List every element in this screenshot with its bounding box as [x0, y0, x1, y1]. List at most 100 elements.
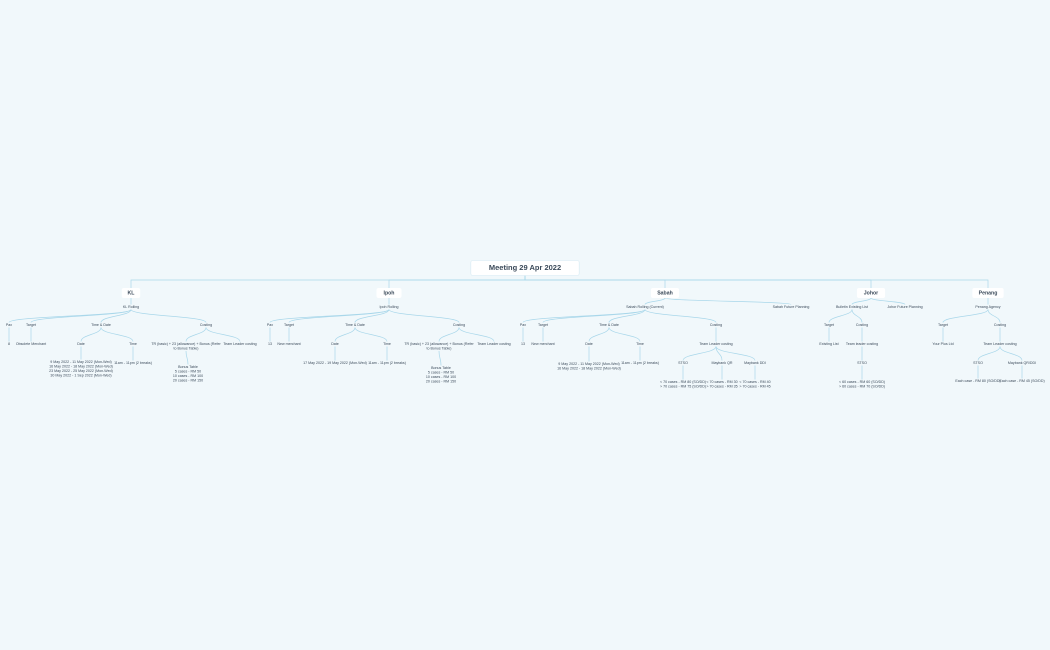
connector — [682, 346, 717, 361]
topic-text: TR (basic) + 23 (allowance) + Bonus (Ref… — [151, 342, 221, 346]
sub-topic: Date — [331, 342, 339, 346]
topic-text: Sabah — [657, 290, 673, 296]
sub-topic: Target — [538, 323, 548, 327]
topic-text: Target — [26, 323, 36, 327]
main-topic: Johor — [856, 288, 886, 298]
topic-text: < 60 cases - RM 60 (SO/DD) — [839, 380, 885, 384]
sub-topic: Time — [383, 342, 391, 346]
root-topic: Meeting 29 Apr 2022 — [470, 260, 580, 276]
topic-text: 16 May 2022 - 18 May 2022 (Mon-Wed) — [557, 366, 621, 370]
sub-topic: Johor Future Planning — [887, 305, 922, 309]
topic-text: STSO — [857, 361, 867, 365]
sub-topic: New merchant — [531, 342, 554, 346]
topic-text: Each case - RM 80 (SO/DD) — [955, 379, 1000, 383]
sub-topic: Date — [585, 342, 593, 346]
sub-topic: Each case - RM 45 (SO/DD) — [999, 379, 1044, 383]
connector — [388, 309, 460, 323]
connector — [438, 327, 460, 342]
connector — [30, 309, 132, 323]
topic-text: Team Leader costing — [699, 342, 732, 346]
sub-topic: Maybank QR — [712, 361, 733, 365]
connector — [354, 309, 390, 323]
sub-topic: 8 — [8, 342, 10, 346]
connector — [828, 309, 853, 323]
topic-box — [470, 260, 580, 276]
topic-text: Maybank QR — [712, 361, 733, 365]
connector — [851, 309, 863, 323]
topic-text: 16 May 2022 - 18 May 2022 (Mon-Wed) — [49, 364, 113, 368]
sub-topic: < 60 cases - RM 60 (SO/DD)> 60 cases - R… — [839, 380, 885, 389]
topic-text: Penang — [979, 290, 998, 296]
sub-topic: Your Plus Ltd — [932, 342, 953, 346]
sub-topic: Maybank DDI — [744, 361, 766, 365]
topic-text: 5 cases - RM 50 — [428, 370, 454, 374]
sub-topic: Sabah Rolling (Current) — [626, 305, 664, 309]
topic-text: STSO — [678, 361, 688, 365]
sub-topic: Maybank QR/DDI — [1008, 361, 1036, 365]
topic-text: 9 May 2022 - 11 May 2022 (Mon-Wed) — [558, 362, 619, 366]
nodes: Meeting 29 Apr 2022 KL KL Rolling Pax 8 Targe… — [6, 260, 1045, 389]
topic-text: > 70 cases - RM 75 (SO/DD) — [660, 384, 706, 388]
connector — [715, 346, 723, 361]
topic-text: Target — [824, 323, 834, 327]
topic-text: Date — [331, 342, 339, 346]
topic-text: Time — [636, 342, 644, 346]
topic-text: to Bonus Table) — [174, 346, 199, 350]
topic-text: Penang Agency — [975, 305, 1000, 309]
connector — [185, 327, 207, 342]
sub-topic: Ipoh Rolling — [380, 305, 399, 309]
topic-text: Costing — [856, 323, 868, 327]
topic-text: Costing — [453, 323, 465, 327]
topic-text: Costing — [994, 323, 1006, 327]
topic-text: Bulletin Existing List — [836, 305, 868, 309]
topic-text: Bonus Table — [431, 366, 451, 370]
topic-text: 30 May 2022 - 1 Sep 2022 (Mon-Wed) — [50, 373, 111, 377]
sub-topic: Bulletin Existing List — [836, 305, 868, 309]
connector — [942, 309, 989, 323]
topic-text: to Bonus Table) — [427, 346, 452, 350]
topic-text: 20 cases - RM 150 — [173, 378, 203, 382]
sub-topic: Target — [824, 323, 834, 327]
topic-text: Time — [129, 342, 137, 346]
connector — [608, 327, 641, 342]
connector — [977, 346, 1001, 361]
topic-text: 11am - 11pm (2 breaks) — [368, 361, 406, 365]
topic-text: 11am - 11pm (2 breaks) — [621, 361, 659, 365]
connector — [870, 297, 906, 305]
topic-text: Johor Future Planning — [887, 305, 922, 309]
connector — [664, 297, 792, 305]
topic-text: Date — [585, 342, 593, 346]
sub-topic: Pax — [520, 323, 526, 327]
topic-text: 13 — [268, 342, 272, 346]
topic-box — [121, 288, 141, 298]
topic-text: Pax — [6, 323, 12, 327]
sub-topic: Target — [938, 323, 948, 327]
topic-text: 10 cases - RM 100 — [426, 375, 456, 379]
topic-text: Costing — [710, 323, 722, 327]
topic-text: Time & Date — [599, 323, 619, 327]
topic-box — [972, 288, 1004, 298]
connector — [644, 297, 666, 305]
topic-text: 11am - 11pm (2 breaks) — [114, 361, 152, 365]
topic-text: Meeting 29 Apr 2022 — [489, 263, 561, 272]
connector — [354, 327, 388, 342]
sub-topic: Target — [26, 323, 36, 327]
topic-text: Sabah Future Planning — [773, 305, 810, 309]
topic-text: Target — [284, 323, 294, 327]
sub-topic: Costing — [856, 323, 868, 327]
topic-text: > 70 cases - RM 35 — [706, 384, 737, 388]
sub-topic: Team Leader costing — [699, 342, 732, 346]
connector — [588, 327, 610, 342]
sub-topic: Time & Date — [599, 323, 619, 327]
topic-text: Team Leader costing — [477, 342, 510, 346]
topic-text: Costing — [200, 323, 212, 327]
sub-topic: Costing — [994, 323, 1006, 327]
sub-topic: STSO — [678, 361, 688, 365]
sub-topic: Team Leader costing — [223, 342, 256, 346]
connector — [334, 327, 356, 342]
sub-topic: Time & Date — [91, 323, 111, 327]
topic-text: Your Plus Ltd — [932, 342, 953, 346]
